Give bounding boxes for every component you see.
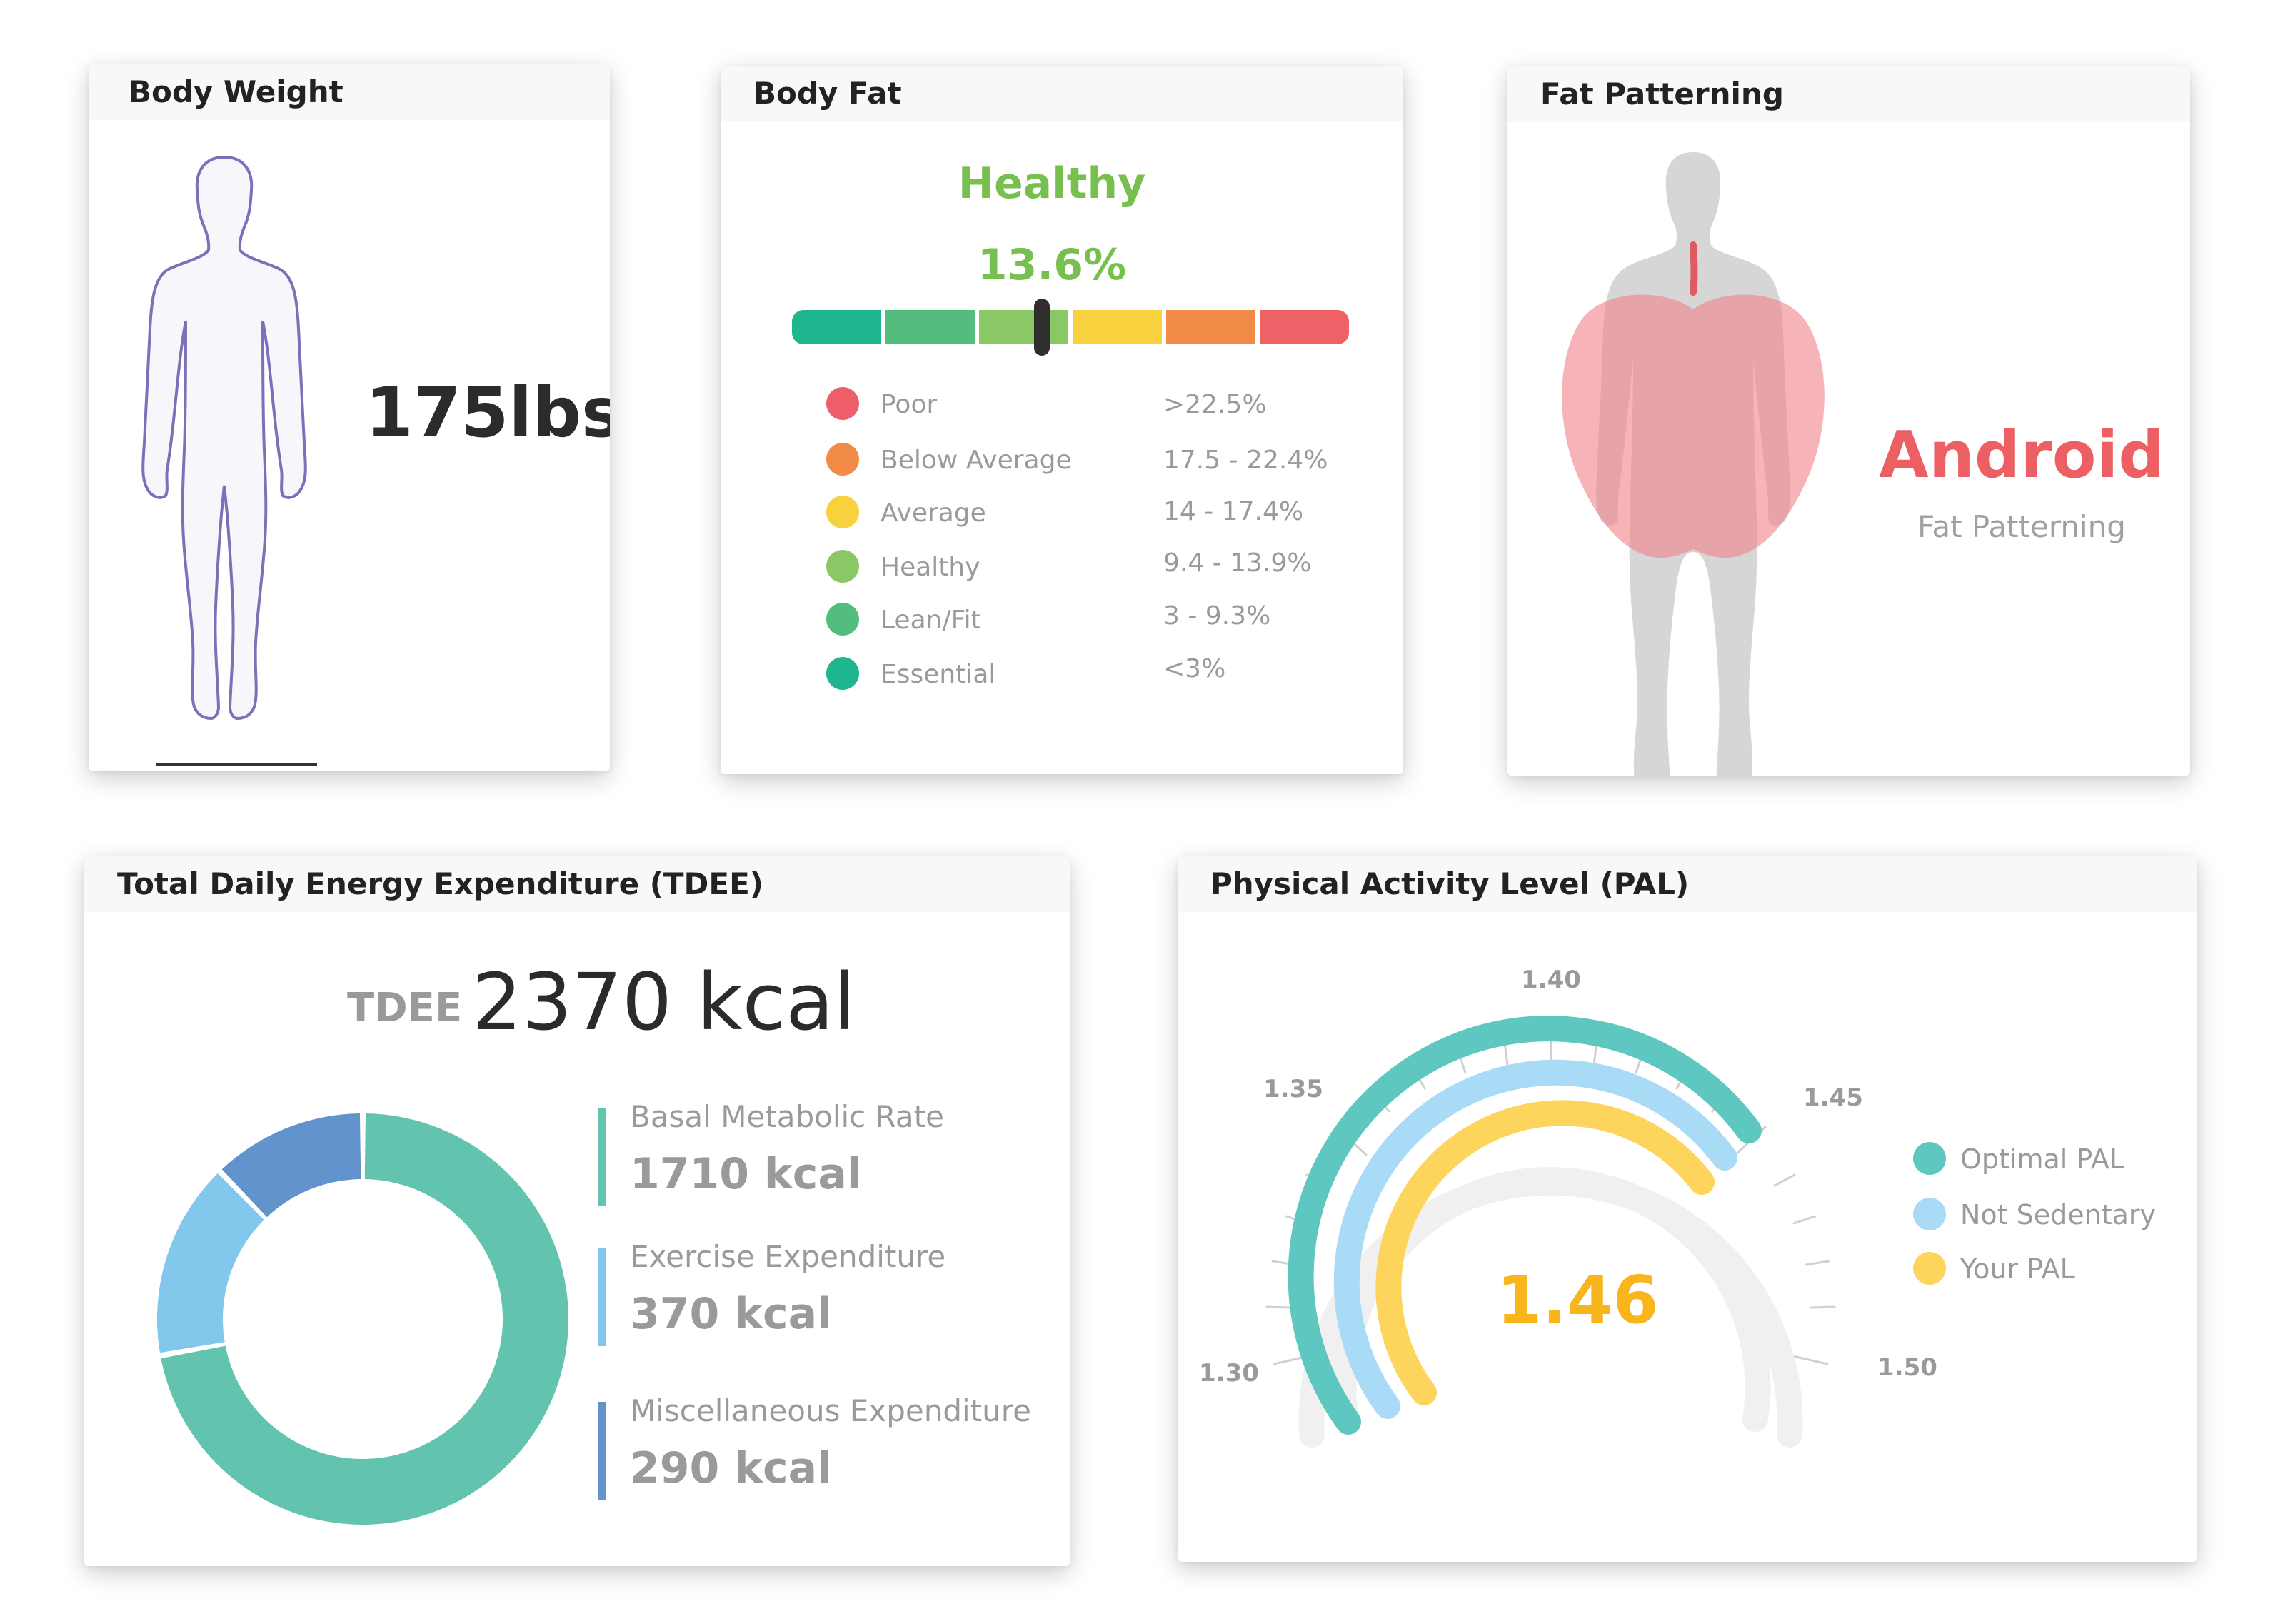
tdee-legend-value: 290 kcal — [630, 1443, 832, 1493]
scale-segment — [885, 310, 975, 344]
legend-label: Not Sedentary — [1960, 1199, 2157, 1230]
gauge-tick-label: 1.35 — [1263, 1075, 1323, 1103]
fat-patterning-card: Fat Patterning Android Fat Patterning — [1507, 66, 2190, 776]
tdee-legend-name: Miscellaneous Expenditure — [630, 1393, 1031, 1428]
donut-slice — [221, 1113, 361, 1218]
body-fat-title: Body Fat — [753, 76, 902, 111]
pal-gauge — [1265, 1016, 1836, 1448]
pal-header: Physical Activity Level (PAL) — [1178, 856, 2197, 912]
tdee-legend-item: Exercise Expenditure 370 kcal — [598, 1239, 1055, 1346]
gauge-arc-not-sedentary — [1333, 1059, 1737, 1419]
legend-range: 14 - 17.4% — [1163, 497, 1304, 526]
body-fat-scale-marker — [1034, 299, 1050, 356]
legend-label: Essential — [880, 660, 996, 689]
tdee-title: Total Daily Energy Expenditure (TDEE) — [117, 866, 763, 901]
legend-dot — [826, 387, 859, 420]
gauge-arc-your-pal — [1375, 1100, 1715, 1405]
scale-segment — [1260, 310, 1349, 344]
tdee-legend-item: Basal Metabolic Rate 1710 kcal — [598, 1099, 1055, 1206]
tdee-legend-name: Basal Metabolic Rate — [630, 1099, 944, 1134]
body-fat-value: 13.6% — [977, 240, 1127, 290]
gauge-tick — [1503, 1041, 1509, 1066]
gauge-tick-label: 1.30 — [1199, 1359, 1259, 1388]
pal-title: Physical Activity Level (PAL) — [1210, 866, 1690, 901]
legend-dot — [1913, 1252, 1946, 1285]
gauge-tick — [1805, 1260, 1830, 1266]
legend-label: Optimal PAL — [1960, 1143, 2125, 1175]
legend-dot — [826, 550, 859, 583]
body-weight-title: Body Weight — [129, 74, 343, 109]
tdee-card: Total Daily Energy Expenditure (TDEE) TD… — [84, 856, 1070, 1566]
legend-label: Your PAL — [1960, 1253, 2075, 1285]
fat-patterning-title: Fat Patterning — [1540, 76, 1784, 111]
scale-segment — [979, 310, 1068, 344]
tdee-legend-item: Miscellaneous Expenditure 290 kcal — [598, 1393, 1055, 1500]
gauge-arc-optimal — [1288, 1016, 1762, 1435]
scale-segment — [1073, 310, 1162, 344]
legend-dot — [1913, 1198, 1946, 1230]
tdee-legend-bar — [598, 1248, 606, 1346]
tdee-legend-name: Exercise Expenditure — [630, 1239, 946, 1274]
legend-dot — [826, 496, 859, 528]
legend-range: 9.4 - 13.9% — [1163, 548, 1312, 578]
legend-range: 17.5 - 22.4% — [1163, 446, 1328, 475]
pal-card: Physical Activity Level (PAL) — [1178, 856, 2197, 1562]
tdee-legend-bar — [598, 1402, 606, 1500]
tdee-value: 2370 kcal — [472, 956, 856, 1048]
legend-range: 3 - 9.3% — [1163, 601, 1271, 631]
scale-segment — [792, 310, 881, 344]
donut-slice — [157, 1173, 264, 1353]
gauge-tick — [1265, 1305, 1292, 1309]
body-fat-status: Healthy — [958, 159, 1146, 209]
fat-pattern-figure-icon — [1562, 152, 1825, 776]
gauge-tick-label: 1.40 — [1521, 966, 1581, 994]
fat-pattern-type: Android — [1879, 418, 2164, 493]
body-fat-header: Body Fat — [721, 66, 1403, 121]
legend-label: Poor — [880, 390, 938, 419]
tdee-label: TDEE — [347, 985, 463, 1031]
body-weight-card: Body Weight 175lbs — [89, 64, 610, 771]
body-fat-scale — [792, 310, 1349, 344]
donut-slice — [161, 1113, 569, 1525]
gauge-tick-label: 1.45 — [1803, 1083, 1863, 1112]
scale-segment — [1166, 310, 1255, 344]
legend-label: Below Average — [880, 446, 1072, 475]
tdee-header: Total Daily Energy Expenditure (TDEE) — [84, 856, 1070, 912]
legend-label: Lean/Fit — [880, 606, 981, 635]
body-silhouette-icon — [141, 155, 317, 766]
gauge-tick-label: 1.50 — [1877, 1353, 1937, 1382]
legend-dot — [1913, 1142, 1946, 1175]
tdee-legend-value: 370 kcal — [630, 1289, 832, 1339]
gauge-tick — [1810, 1305, 1836, 1309]
legend-dot — [826, 443, 859, 476]
tdee-legend-value: 1710 kcal — [630, 1149, 862, 1199]
legend-label: Average — [880, 498, 986, 528]
pal-value: 1.46 — [1496, 1262, 1659, 1338]
fat-patterning-header: Fat Patterning — [1507, 66, 2190, 122]
gauge-tick — [1792, 1215, 1817, 1225]
body-weight-header: Body Weight — [89, 64, 610, 120]
tdee-donut-chart — [157, 1113, 569, 1525]
legend-range: >22.5% — [1163, 390, 1267, 419]
legend-dot — [826, 657, 859, 690]
body-fat-card: Body Fat Healthy 13.6% Poor >22.5% Below… — [721, 66, 1403, 774]
body-weight-value: 175lbs — [366, 373, 610, 453]
legend-range: <3% — [1163, 654, 1226, 683]
tdee-legend-bar — [598, 1108, 606, 1206]
legend-dot — [826, 603, 859, 636]
gauge-tick — [1773, 1173, 1796, 1187]
legend-label: Healthy — [880, 553, 980, 582]
fat-pattern-subtitle: Fat Patterning — [1917, 509, 2126, 544]
